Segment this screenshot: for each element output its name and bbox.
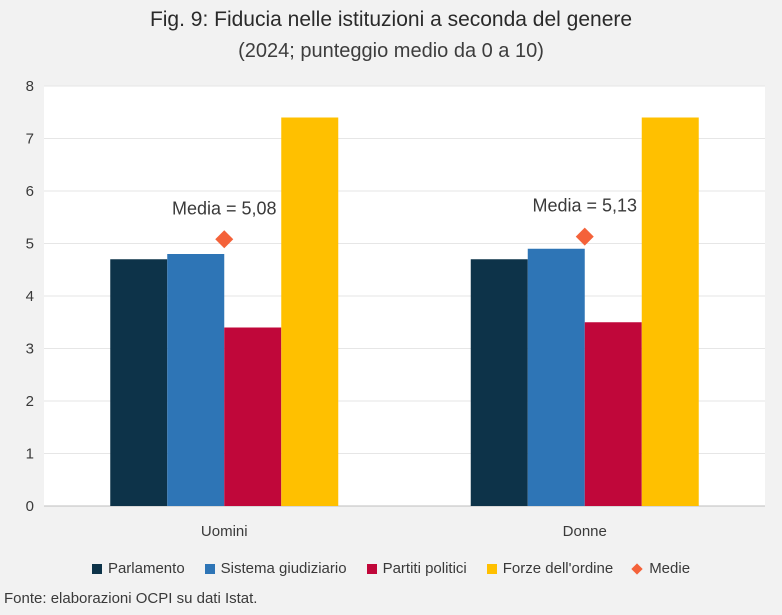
y-tick-label: 3 (26, 341, 34, 358)
legend-swatch-partiti-politici (366, 563, 377, 574)
legend-swatch-parlamento (91, 563, 102, 574)
legend-item-forze-ordine: Forze dell'ordine (486, 560, 614, 577)
bar-sistema-giudiziario-donne (527, 248, 585, 506)
legend-swatch-forze-ordine (486, 563, 497, 574)
bar-partiti-politici-uomini (224, 327, 282, 506)
legend-label-medie: Medie (649, 560, 691, 577)
bar-sistema-giudiziario-uomini (167, 254, 225, 506)
average-marker (575, 227, 594, 246)
x-tick-label: Uomini (201, 523, 248, 540)
chart-title: Fig. 9: Fiducia nelle istituzioni a seco… (149, 8, 633, 31)
bar-partiti-politici-donne (584, 322, 642, 506)
y-tick-label: 1 (26, 446, 34, 463)
chart-subtitle: (2024; punteggio medio da 0 a 10) (238, 40, 544, 62)
legend-label-sistema-giudiziario: Sistema giudiziario (220, 560, 347, 577)
source-note: Fonte: elaborazioni OCPI su dati Istat. (4, 590, 258, 607)
y-tick-label: 6 (26, 183, 34, 200)
legend-diamond-icon (631, 562, 643, 575)
legend: Parlamento Sistema giudiziario Partiti p… (0, 560, 782, 577)
y-tick-label: 7 (26, 131, 34, 148)
legend-item-medie: Medie (631, 560, 691, 577)
legend-label-parlamento: Parlamento (107, 560, 185, 577)
legend-label-partiti-politici: Partiti politici (382, 560, 467, 577)
y-tick-label: 4 (26, 288, 34, 305)
bar-forze-dell-ordine-uomini (281, 117, 339, 506)
average-marker (215, 230, 234, 249)
bar-parlamento-donne (470, 259, 528, 506)
legend-item-partiti-politici: Partiti politici (366, 560, 467, 577)
legend-item-sistema-giudiziario: Sistema giudiziario (204, 560, 347, 577)
legend-item-parlamento: Parlamento (91, 560, 185, 577)
bar-forze-dell-ordine-donne (641, 117, 699, 506)
average-label: Media = 5,13 (532, 196, 637, 216)
x-tick-label: Donne (563, 523, 607, 540)
legend-label-forze-ordine: Forze dell'ordine (502, 560, 614, 577)
bar-parlamento-uomini (110, 259, 168, 506)
y-tick-label: 8 (26, 78, 34, 95)
y-tick-label: 5 (26, 236, 34, 253)
y-tick-label: 0 (26, 498, 34, 515)
legend-swatch-sistema-giudiziario (204, 563, 215, 574)
average-label: Media = 5,08 (172, 198, 277, 218)
y-tick-label: 2 (26, 393, 34, 410)
